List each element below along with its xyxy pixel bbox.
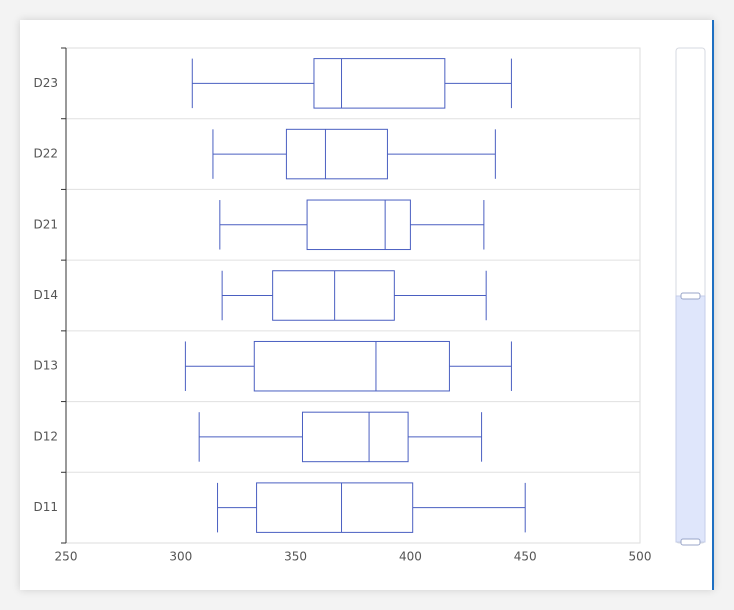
x-tick-label: 500: [629, 550, 652, 564]
x-tick-label: 350: [284, 550, 307, 564]
x-tick-label: 250: [55, 550, 78, 564]
y-tick-label: D13: [33, 359, 58, 373]
x-tick-label: 450: [514, 550, 537, 564]
box: [313, 58, 446, 109]
box: [256, 482, 414, 533]
box: [285, 128, 388, 180]
box: [301, 411, 409, 463]
x-tick-label: 400: [399, 550, 422, 564]
y-tick-label: D12: [33, 429, 58, 443]
y-tick-label: D21: [33, 217, 58, 231]
y-tick-label: D22: [33, 147, 58, 161]
y-tick-label: D14: [33, 288, 58, 302]
zoom-handle[interactable]: [680, 292, 701, 300]
x-tick-label: 300: [169, 550, 192, 564]
zoom-window[interactable]: [675, 295, 706, 543]
box: [306, 199, 411, 251]
box: [272, 270, 395, 321]
y-tick-label: D11: [33, 500, 58, 514]
zoom-handle[interactable]: [680, 538, 701, 546]
y-tick-label: D23: [33, 76, 58, 90]
box: [253, 340, 450, 392]
